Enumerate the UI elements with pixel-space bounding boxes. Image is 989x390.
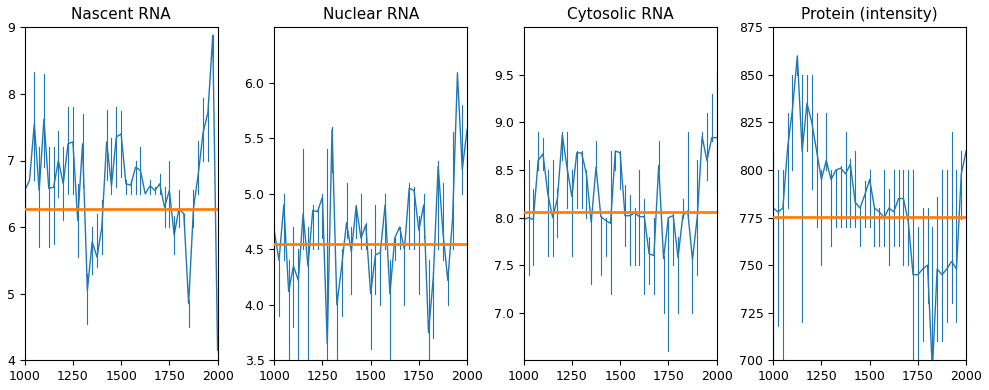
Title: Protein (intensity): Protein (intensity) (801, 7, 938, 22)
Title: Nascent RNA: Nascent RNA (71, 7, 171, 22)
Title: Nuclear RNA: Nuclear RNA (322, 7, 418, 22)
Title: Cytosolic RNA: Cytosolic RNA (567, 7, 674, 22)
